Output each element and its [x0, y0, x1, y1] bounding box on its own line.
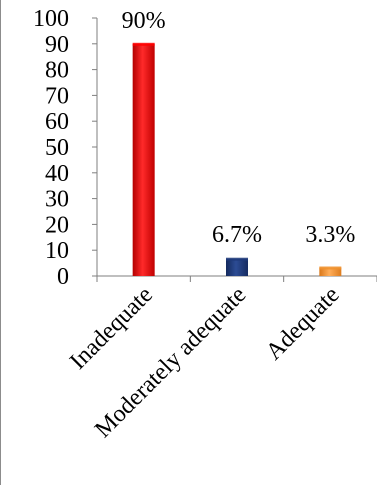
y-tick-label: 20 [45, 212, 69, 238]
category-label: Inadequate [65, 282, 158, 375]
y-tick-label: 70 [45, 83, 69, 109]
y-tick-label: 10 [45, 238, 69, 264]
y-tick-label: 30 [45, 187, 69, 213]
y-tick-label: 100 [33, 6, 69, 32]
y-tick-label: 0 [57, 264, 69, 290]
y-tick-label: 90 [45, 32, 69, 58]
y-tick-label: 40 [45, 161, 69, 187]
bar-inadequate [132, 43, 155, 276]
category-label: Adequate [261, 282, 344, 365]
y-tick-label: 50 [45, 135, 69, 161]
y-tick-label: 60 [45, 109, 69, 135]
data-label: 90% [122, 8, 166, 34]
data-label: 6.7% [212, 222, 262, 248]
data-label: 3.3% [305, 222, 355, 248]
bar-cap [226, 257, 248, 261]
bar-moderately-adequate [226, 258, 248, 276]
bar-cap [319, 266, 342, 270]
bar-cap [132, 42, 155, 46]
bar-adequate [319, 267, 342, 276]
y-tick-label: 80 [45, 58, 69, 84]
